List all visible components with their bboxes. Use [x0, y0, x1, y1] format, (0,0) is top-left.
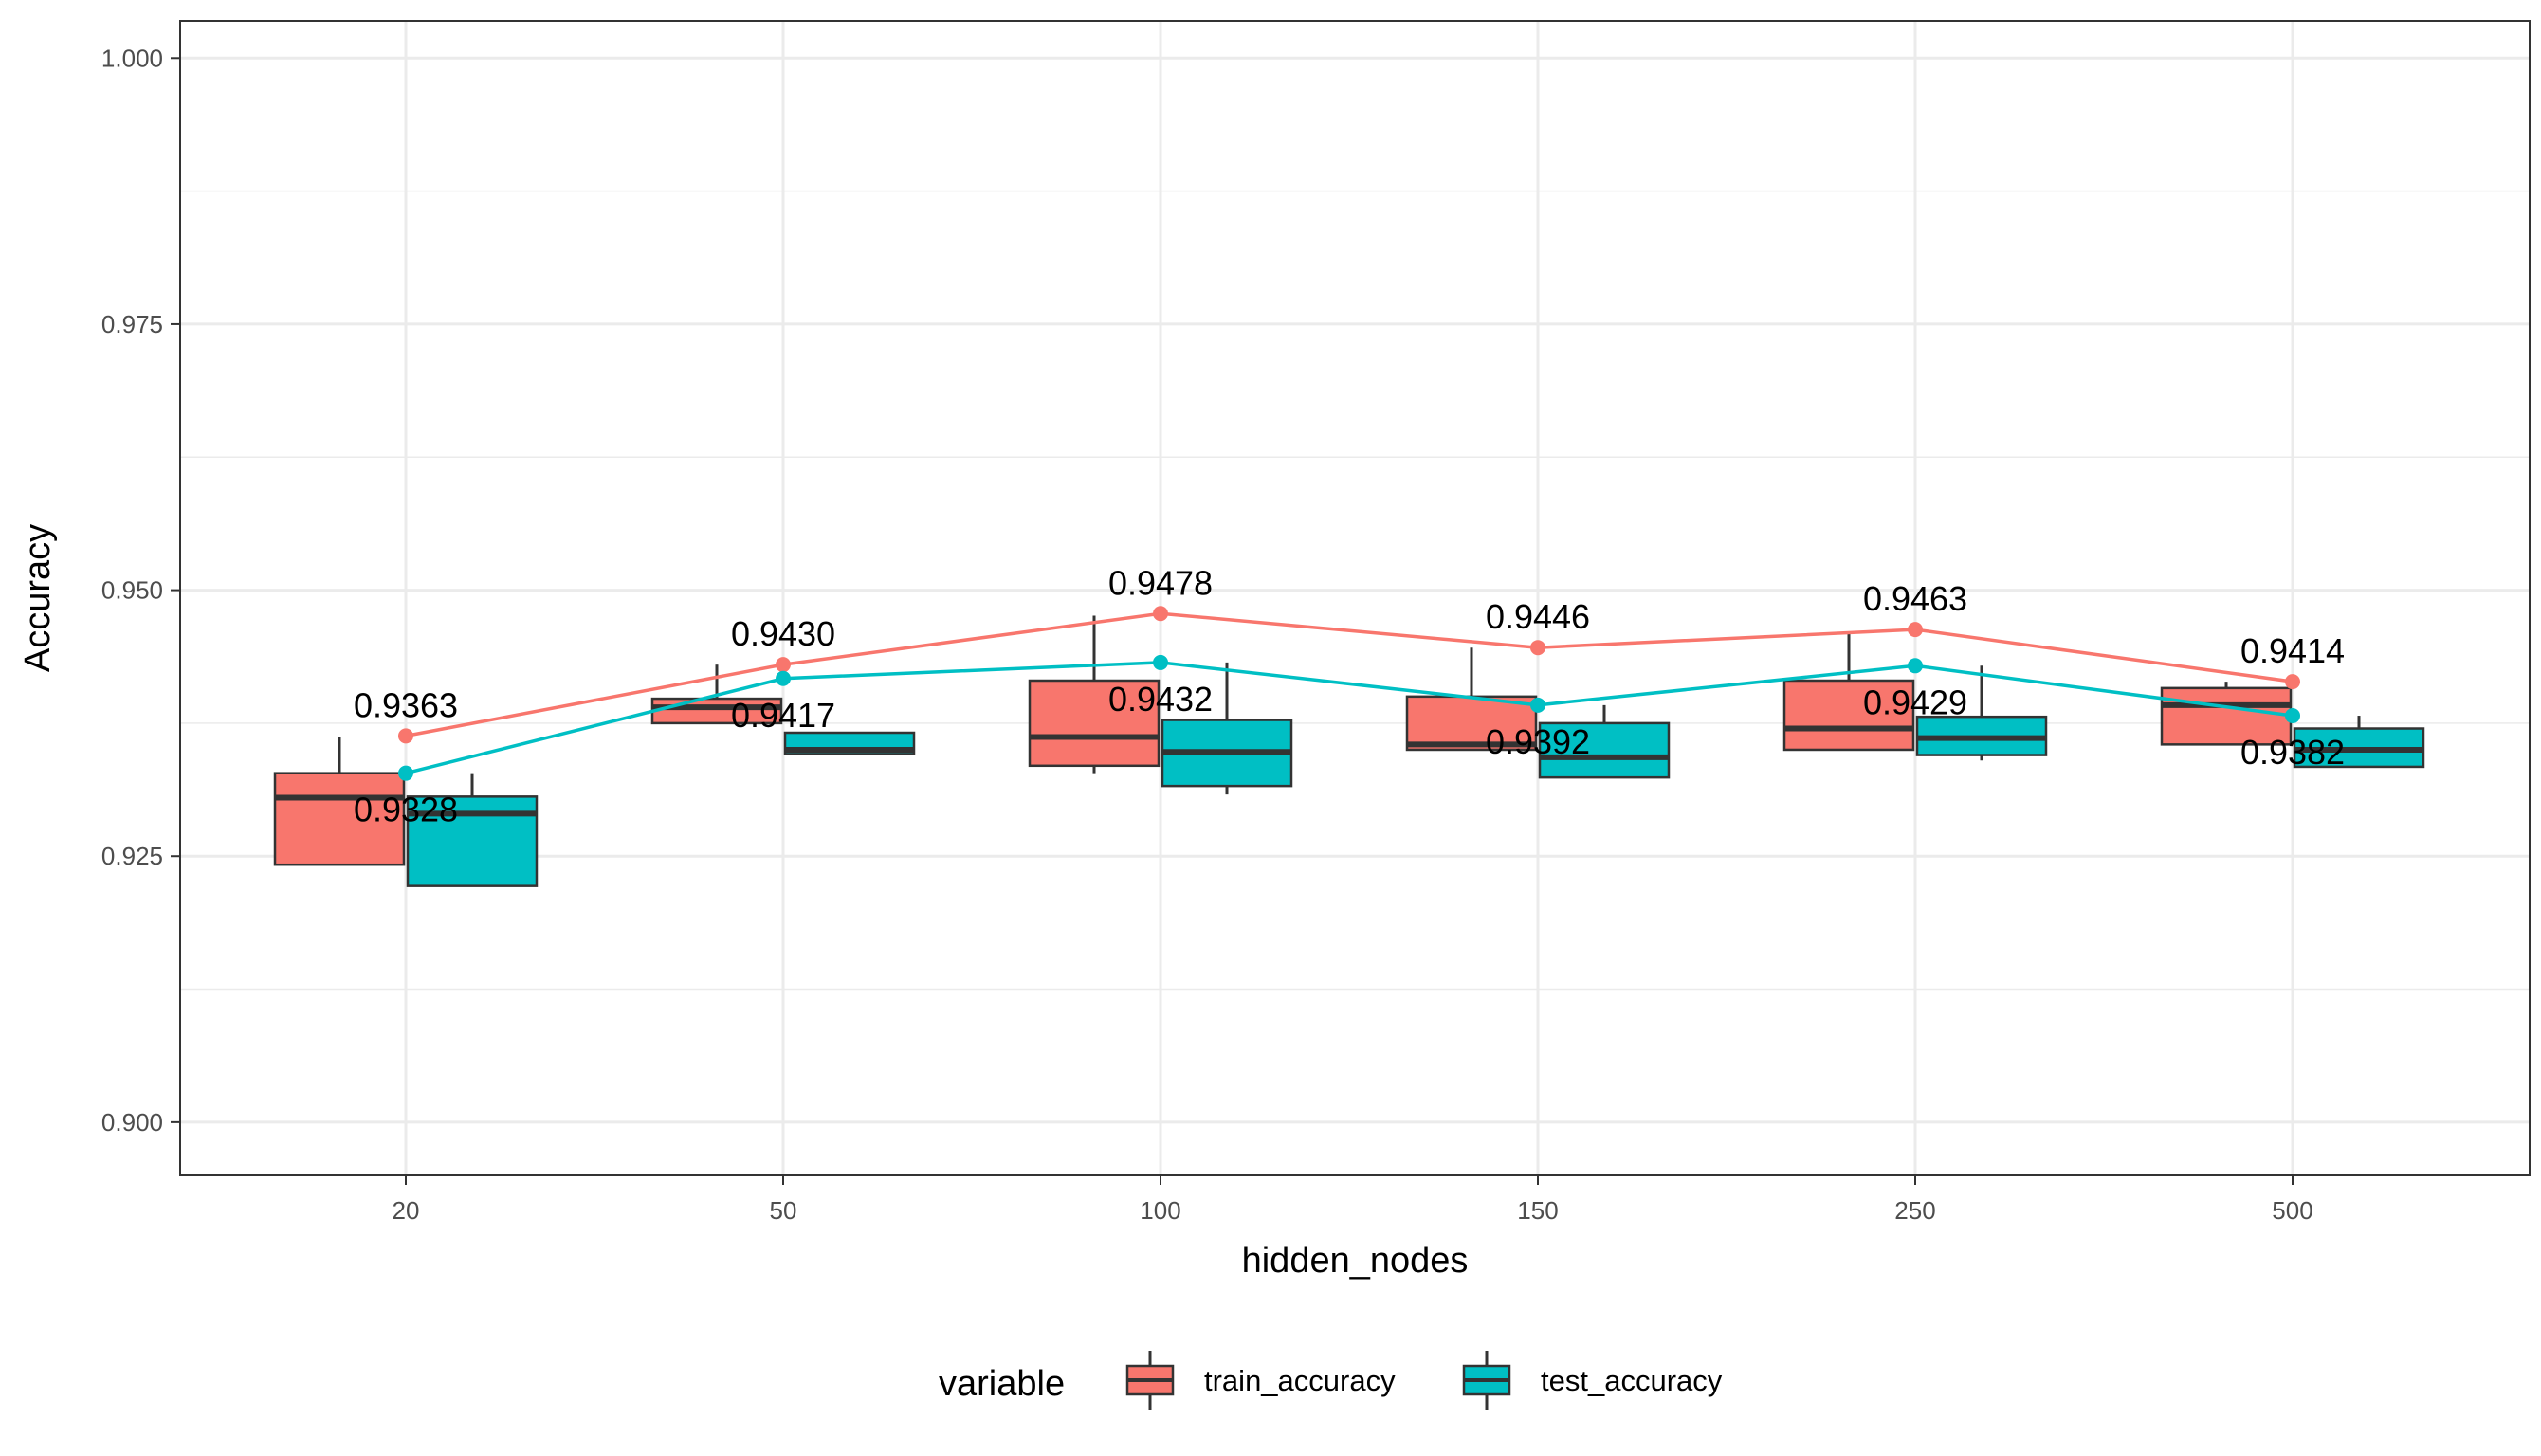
legend-title: variable [939, 1364, 1065, 1404]
y-axis-title: Accuracy [18, 524, 58, 672]
y-tick-label: 1.000 [101, 44, 163, 72]
y-tick-label: 0.925 [101, 842, 163, 870]
mean-point-train_accuracy [776, 657, 791, 673]
box-train_accuracy [2160, 686, 2293, 746]
mean-point-test_accuracy [2285, 708, 2300, 724]
x-tick-label: 150 [1517, 1196, 1558, 1225]
data-label-test_accuracy: 0.9382 [2240, 733, 2345, 772]
data-label-test_accuracy: 0.9417 [731, 696, 835, 735]
mean-point-train_accuracy [398, 728, 413, 744]
data-label-train_accuracy: 0.9363 [354, 685, 458, 724]
mean-line-test_accuracy [405, 661, 2294, 775]
mean-point-test_accuracy [1908, 658, 1923, 674]
axes: 0.900 0.925 0.950 0.975 1.000 20 50 100 150 250 50… [101, 44, 2313, 1225]
data-label-test_accuracy: 0.9328 [354, 791, 458, 829]
box-test_accuracy [1538, 721, 1671, 779]
legend-item-train: train_accuracy [1125, 1351, 1396, 1410]
box-train_accuracy [1405, 695, 1538, 752]
mean-point-train_accuracy [1153, 606, 1168, 622]
legend: variable train_accuracy test_accuracy [939, 1351, 1723, 1410]
data-label-train_accuracy: 0.9463 [1863, 579, 1967, 618]
data-label-train_accuracy: 0.9414 [2240, 631, 2345, 670]
y-tick-label: 0.975 [101, 310, 163, 338]
mean-point-train_accuracy [2285, 674, 2300, 690]
box-train_accuracy [650, 697, 783, 725]
x-axis-title: hidden_nodes [1242, 1241, 1469, 1281]
mean-lines [398, 606, 2300, 781]
legend-label-train: train_accuracy [1204, 1364, 1396, 1397]
data-labels: 0.9363 0.9430 0.9478 0.9446 0.9463 0.9414 0.93… [354, 563, 2345, 828]
y-tick-label: 0.950 [101, 576, 163, 605]
data-label-test_accuracy: 0.9432 [1108, 680, 1213, 719]
x-tick-label: 100 [1140, 1196, 1180, 1225]
grid [180, 21, 2530, 1175]
x-tick-label: 500 [2272, 1196, 2312, 1225]
data-label-train_accuracy: 0.9478 [1108, 563, 1213, 602]
mean-point-test_accuracy [776, 670, 791, 686]
data-label-train_accuracy: 0.9446 [1486, 597, 1590, 636]
box-train_accuracy [1782, 679, 1915, 752]
mean-point-test_accuracy [398, 765, 413, 781]
boxplots [273, 615, 2425, 887]
y-tick-label: 0.900 [101, 1108, 163, 1137]
box-train_accuracy [273, 772, 406, 866]
mean-point-train_accuracy [1908, 622, 1923, 638]
x-tick-label: 250 [1894, 1196, 1935, 1225]
data-label-test_accuracy: 0.9392 [1486, 722, 1590, 761]
panel-border [179, 20, 2531, 1176]
box-train_accuracy [1028, 679, 1161, 768]
data-label-train_accuracy: 0.9430 [731, 614, 835, 653]
legend-item-test: test_accuracy [1462, 1351, 1723, 1410]
data-label-test_accuracy: 0.9429 [1863, 682, 1967, 721]
legend-label-test: test_accuracy [1541, 1364, 1723, 1397]
mean-point-test_accuracy [1530, 697, 1545, 713]
mean-point-train_accuracy [1530, 640, 1545, 656]
x-tick-label: 50 [770, 1196, 797, 1225]
x-tick-label: 20 [393, 1196, 420, 1225]
mean-line-train_accuracy [405, 611, 2294, 738]
mean-point-test_accuracy [1153, 654, 1168, 670]
